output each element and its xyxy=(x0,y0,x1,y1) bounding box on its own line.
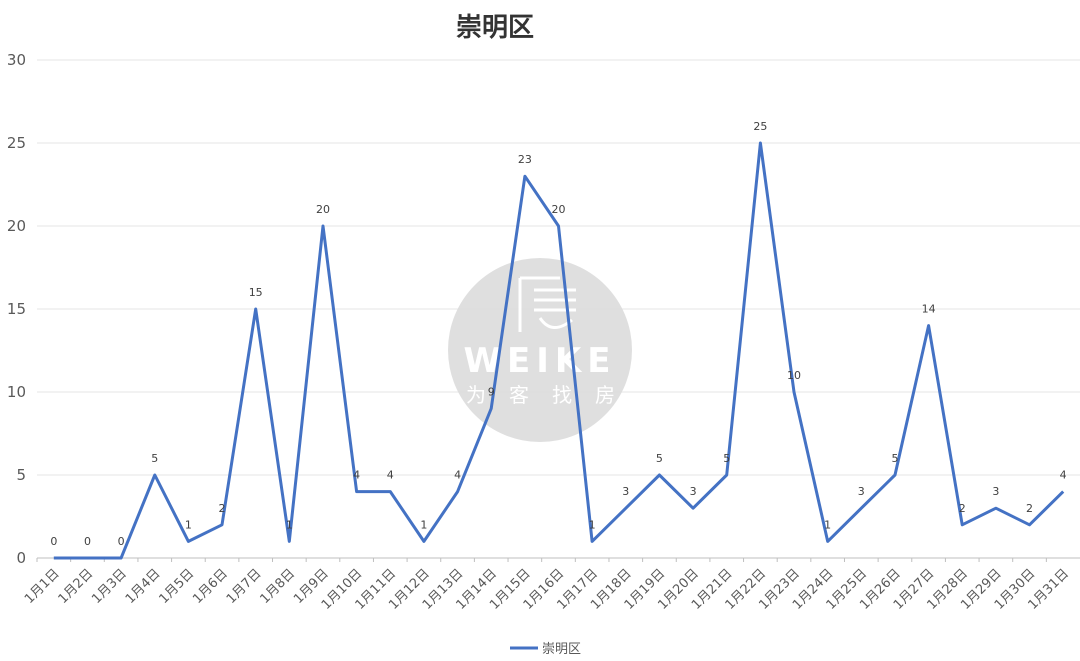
data-label: 1 xyxy=(824,518,831,531)
watermark: WEIKE 为 客 找 房 xyxy=(448,258,632,442)
watermark-slogan-2: 客 xyxy=(509,383,529,407)
data-label: 2 xyxy=(219,502,226,515)
data-label: 5 xyxy=(151,452,158,465)
x-tick-label: 1月7日 xyxy=(224,566,265,607)
x-tick-label: 1月2日 xyxy=(56,566,97,607)
data-label: 4 xyxy=(353,469,360,482)
data-label: 4 xyxy=(387,469,394,482)
data-label: 23 xyxy=(518,153,532,166)
data-label: 3 xyxy=(992,485,999,498)
data-label: 5 xyxy=(656,452,663,465)
data-label: 25 xyxy=(753,120,767,133)
data-label: 20 xyxy=(316,203,330,216)
watermark-logo-icon xyxy=(518,276,576,332)
y-tick-label: 30 xyxy=(7,51,26,69)
chart-title: 崇明区 xyxy=(456,13,534,43)
data-label: 1 xyxy=(185,518,192,531)
series-line xyxy=(53,141,1065,560)
y-tick-label: 25 xyxy=(7,134,26,152)
legend: 崇明区 xyxy=(510,642,581,657)
data-label: 1 xyxy=(286,518,293,531)
data-label: 0 xyxy=(84,535,91,548)
x-tick-label: 1月8日 xyxy=(257,566,298,607)
y-tick-label: 20 xyxy=(7,217,26,235)
y-tick-label: 5 xyxy=(16,466,26,484)
data-label: 3 xyxy=(622,485,629,498)
watermark-slogan-1: 为 xyxy=(466,383,486,407)
y-tick-label: 0 xyxy=(16,549,26,567)
data-label: 10 xyxy=(787,369,801,382)
data-label: 5 xyxy=(723,452,730,465)
y-tick-label: 15 xyxy=(7,300,26,318)
y-tick-label: 10 xyxy=(7,383,26,401)
x-tick-label: 1月6日 xyxy=(190,566,231,607)
data-label: 20 xyxy=(552,203,566,216)
watermark-brand: WEIKE xyxy=(464,341,617,381)
data-label: 4 xyxy=(1060,469,1067,482)
x-tick-label: 1月5日 xyxy=(157,566,198,607)
data-label: 2 xyxy=(959,502,966,515)
data-label: 0 xyxy=(118,535,125,548)
x-tick-label: 1月1日 xyxy=(22,566,63,607)
y-axis: 0 5 10 15 20 25 30 xyxy=(7,51,26,567)
data-label: 4 xyxy=(454,469,461,482)
data-label: 1 xyxy=(589,518,596,531)
x-tick-label: 1月3日 xyxy=(89,566,130,607)
data-label: 14 xyxy=(922,303,936,316)
data-label: 3 xyxy=(858,485,865,498)
data-label: 0 xyxy=(50,535,57,548)
data-label: 15 xyxy=(249,286,263,299)
data-label: 2 xyxy=(1026,502,1033,515)
data-label: 9 xyxy=(488,386,495,399)
watermark-slogan-3: 找 xyxy=(552,383,572,407)
data-label: 5 xyxy=(891,452,898,465)
data-label: 1 xyxy=(420,518,427,531)
x-tick-label: 1月4日 xyxy=(123,566,164,607)
legend-label: 崇明区 xyxy=(542,642,581,657)
series-line-崇明区 xyxy=(53,141,1065,560)
watermark-slogan-4: 房 xyxy=(595,383,615,407)
data-label: 3 xyxy=(690,485,697,498)
x-axis: 1月1日1月2日1月3日1月4日1月5日1月6日1月7日1月8日1月9日1月10… xyxy=(22,558,1072,613)
